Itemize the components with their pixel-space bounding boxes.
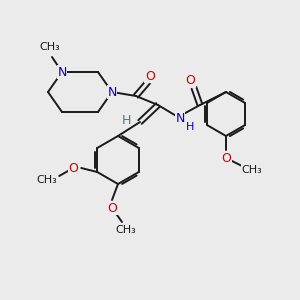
Text: O: O	[107, 202, 117, 214]
Text: O: O	[145, 70, 155, 83]
Text: O: O	[221, 152, 231, 164]
Text: H: H	[186, 122, 194, 132]
Text: N: N	[175, 112, 185, 125]
Text: CH₃: CH₃	[40, 42, 60, 52]
Text: H: H	[121, 113, 131, 127]
Text: O: O	[68, 161, 78, 175]
Text: N: N	[57, 65, 67, 79]
Text: CH₃: CH₃	[37, 175, 58, 185]
Text: CH₃: CH₃	[242, 165, 262, 175]
Text: N: N	[107, 85, 117, 98]
Text: CH₃: CH₃	[116, 225, 136, 235]
Text: O: O	[185, 74, 195, 88]
